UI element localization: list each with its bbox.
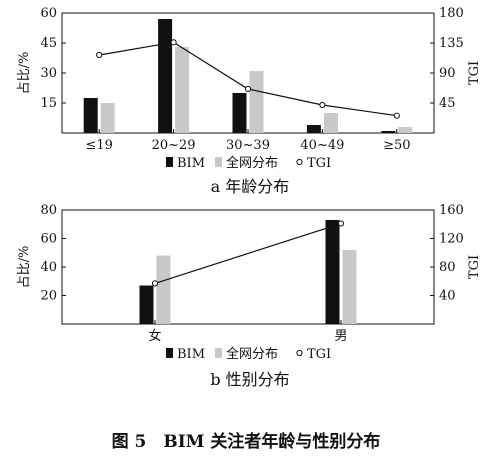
tgi-point bbox=[319, 101, 326, 109]
y2-tick-label: 180 bbox=[439, 6, 464, 21]
y-tick-label: 40 bbox=[40, 260, 57, 275]
y-axis-label: 占比/% bbox=[17, 246, 32, 289]
tgi-point bbox=[151, 280, 159, 287]
y2-axis-label: TGI bbox=[467, 61, 482, 85]
tgi-point bbox=[337, 220, 345, 227]
bar-overall bbox=[249, 71, 264, 133]
chart-gender-distribution: 20 40 60 80 40 80 120 160 女 男 占比/% TGI BIM 全网分布 TGI b 性… bbox=[17, 203, 482, 389]
legend-label: 全网分布 bbox=[226, 155, 278, 171]
panel-caption: b 性别分布 bbox=[210, 370, 289, 389]
x-tick-label: 40~49 bbox=[300, 138, 344, 153]
legend-swatch bbox=[215, 157, 222, 167]
y-axis-label: 占比/% bbox=[17, 52, 32, 95]
tgi-point bbox=[244, 85, 252, 93]
y2-tick-label: 120 bbox=[439, 232, 464, 247]
y2-tick-label: 40 bbox=[439, 289, 456, 304]
bar-bim bbox=[83, 98, 98, 133]
bar-overall bbox=[398, 127, 413, 133]
legend-swatch bbox=[166, 348, 173, 358]
y2-tick-label: 160 bbox=[439, 203, 464, 218]
plot-frame bbox=[61, 12, 435, 134]
y-tick-label: 15 bbox=[40, 96, 57, 111]
y2-axis-label: TGI bbox=[467, 255, 482, 279]
bar-overall bbox=[156, 255, 171, 324]
x-tick-label: 20~29 bbox=[152, 138, 196, 153]
bar-bim bbox=[306, 125, 321, 133]
y-tick-label: 30 bbox=[40, 66, 57, 81]
y-tick-label: 60 bbox=[40, 6, 57, 21]
x-tick-label: 女 bbox=[148, 328, 161, 344]
x-tick-label: 30~39 bbox=[226, 138, 270, 153]
bar-overall bbox=[323, 113, 338, 133]
bar-bim bbox=[232, 93, 247, 133]
tgi-line bbox=[99, 41, 397, 117]
legend-swatch bbox=[215, 348, 222, 358]
y-tick-label: 80 bbox=[40, 203, 57, 218]
tgi-line bbox=[154, 222, 342, 284]
bar-overall bbox=[342, 249, 357, 324]
figure-caption: 图 5 BIM 关注者年龄与性别分布 bbox=[112, 431, 381, 452]
bar-bim bbox=[139, 285, 154, 324]
bar-overall bbox=[100, 103, 115, 133]
tgi-point bbox=[170, 39, 177, 46]
y-tick-label: 60 bbox=[40, 232, 57, 247]
y-tick-label: 20 bbox=[40, 289, 57, 304]
tgi-point bbox=[96, 51, 103, 59]
bar-bim bbox=[325, 219, 340, 324]
y2-tick-label: 45 bbox=[439, 96, 456, 111]
legend-marker bbox=[296, 158, 303, 166]
y-tick-label: 45 bbox=[40, 36, 57, 51]
bar-bim bbox=[158, 19, 173, 133]
x-tick-label: ≥50 bbox=[383, 138, 410, 153]
bar-overall bbox=[175, 47, 190, 133]
tgi-point bbox=[393, 112, 400, 119]
chart-age-distribution: 15 30 45 60 45 90 135 180 ≤19 20~29 30~39 40~49 ≥50 占… bbox=[17, 6, 482, 196]
legend-label: TGI bbox=[307, 156, 331, 171]
legend-label: 全网分布 bbox=[226, 346, 278, 362]
legend-label: BIM bbox=[177, 156, 205, 171]
legend-marker bbox=[296, 349, 303, 357]
y2-tick-label: 80 bbox=[439, 260, 456, 275]
x-tick-label: ≤19 bbox=[85, 138, 112, 153]
plot-frame bbox=[61, 209, 435, 325]
legend-label: BIM bbox=[177, 347, 205, 362]
y2-tick-label: 135 bbox=[439, 36, 464, 51]
legend-label: TGI bbox=[307, 347, 331, 362]
legend-swatch bbox=[166, 157, 173, 167]
bar-bim bbox=[381, 131, 396, 133]
x-tick-label: 男 bbox=[334, 329, 347, 344]
y2-tick-label: 90 bbox=[439, 66, 456, 81]
panel-caption: a 年龄分布 bbox=[211, 177, 290, 196]
